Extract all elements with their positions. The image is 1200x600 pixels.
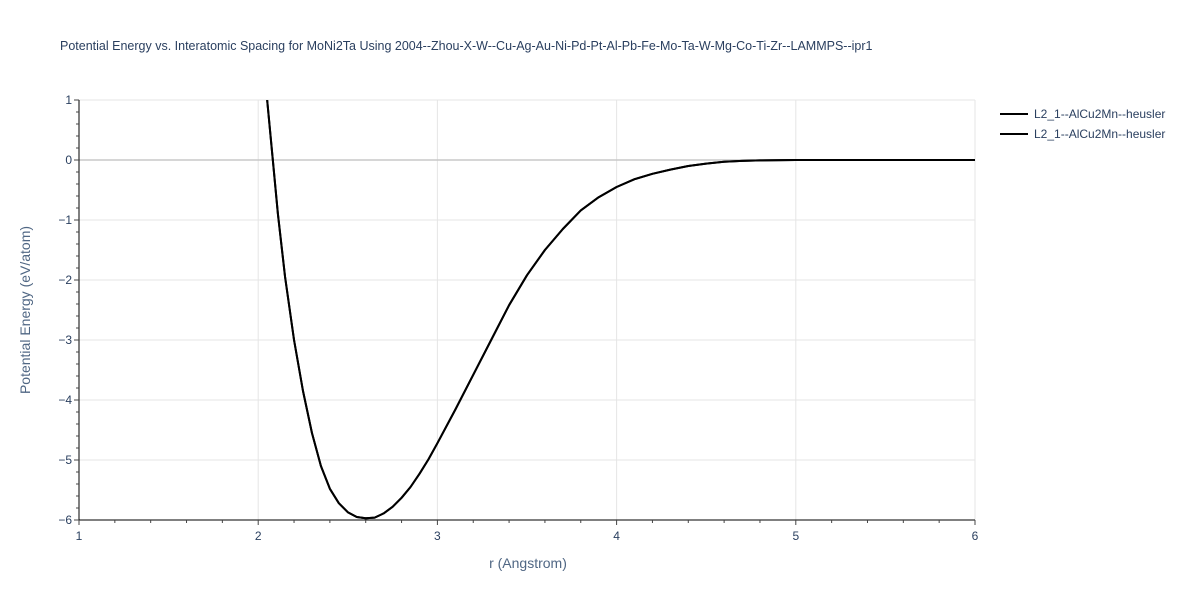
x-axis-label: r (Angstrom) [489,555,567,571]
x-tick-label: 6 [972,529,979,543]
y-tick-label: −4 [58,393,72,407]
y-tick-label: 0 [65,153,72,167]
y-tick-label: −2 [58,273,72,287]
series-line-1 [266,100,975,520]
x-tick-label: 5 [792,529,799,543]
y-axis-label: Potential Energy (eV/atom) [17,226,33,394]
y-tick-label: −3 [58,333,72,347]
x-tick-label: 3 [434,529,441,543]
x-tick-label: 4 [613,529,620,543]
tick-labels: 1 2 3 4 5 6 1 0 −1 −2 −3 −4 −5 −6 [58,93,978,543]
grid [79,99,976,520]
legend-label[interactable]: L2_1--AlCu2Mn--heusler [1034,107,1165,121]
y-tick-label: 1 [65,93,72,107]
y-tick-label: −5 [58,453,72,467]
plot-lines [266,100,975,520]
chart-title: Potential Energy vs. Interatomic Spacing… [60,39,873,53]
legend[interactable]: L2_1--AlCu2Mn--heusler L2_1--AlCu2Mn--heu… [1000,107,1165,141]
legend-label[interactable]: L2_1--AlCu2Mn--heusler [1034,127,1165,141]
x-tick-label: 2 [255,529,262,543]
axes [74,99,976,525]
y-tick-label: −1 [58,213,72,227]
y-tick-label: −6 [58,513,72,527]
x-tick-label: 1 [76,529,83,543]
series-line-2 [266,100,975,520]
